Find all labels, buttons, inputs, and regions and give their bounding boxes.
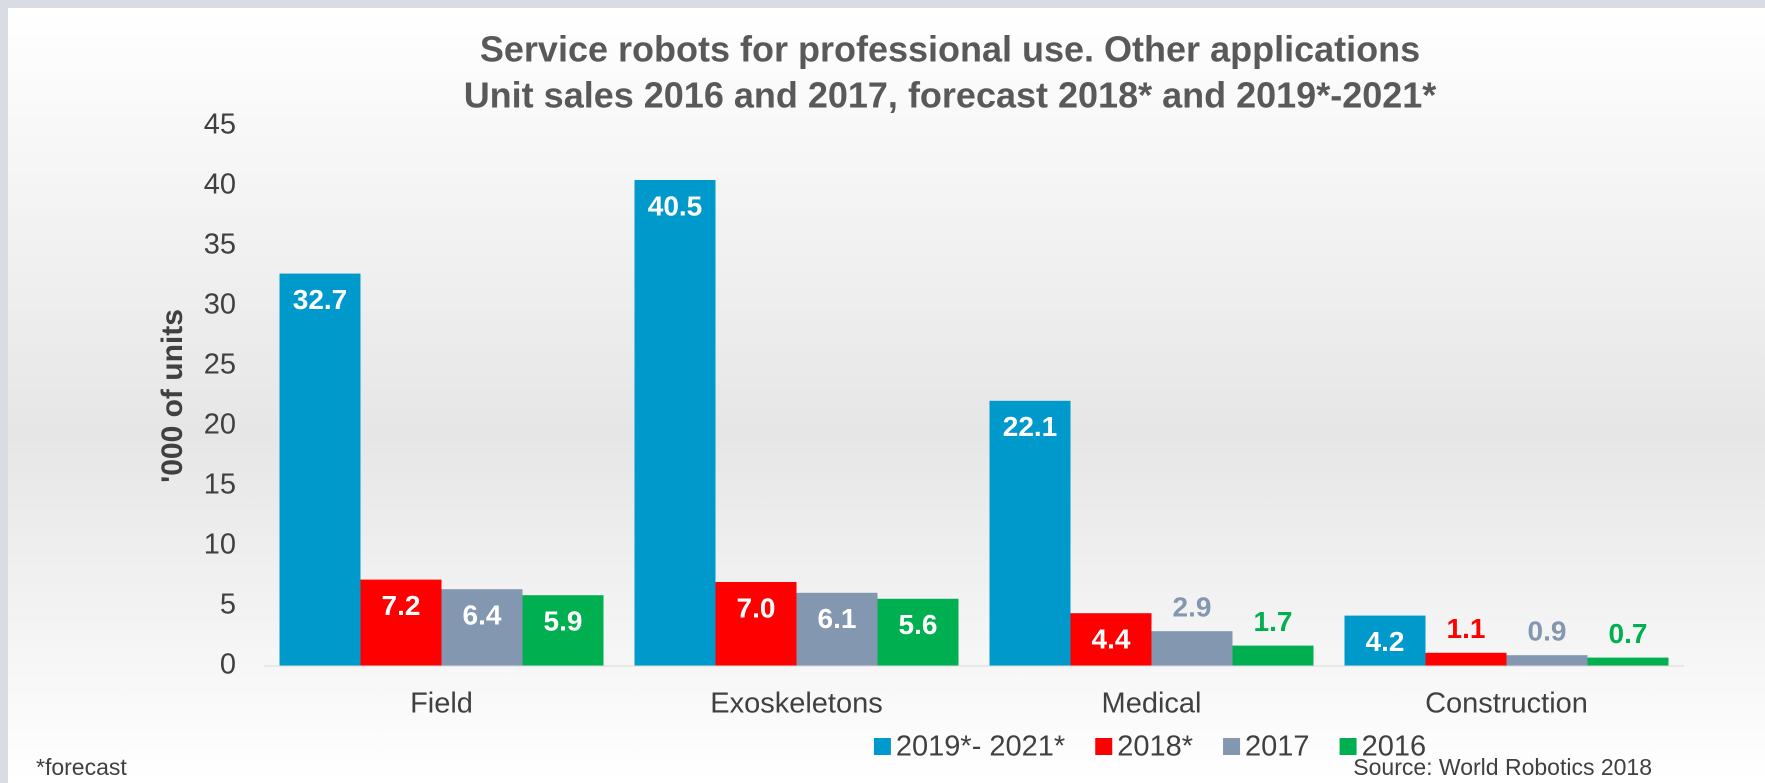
x-tick-label: Field: [410, 688, 473, 720]
value-label: 7.0: [737, 592, 776, 623]
bar: [1587, 657, 1669, 666]
y-tick-label: 35: [204, 229, 236, 261]
value-label: 5.6: [899, 609, 938, 640]
y-axis-label: '000 of units: [156, 309, 189, 483]
footnote: *forecast: [36, 754, 127, 780]
value-label: 4.4: [1092, 624, 1131, 655]
background: [8, 8, 1765, 783]
value-label: 5.9: [544, 606, 583, 637]
y-tick-label: 10: [204, 529, 236, 561]
y-tick-label: 45: [204, 109, 236, 141]
value-label: 32.7: [293, 284, 348, 315]
y-tick-label: 5: [220, 589, 236, 621]
bar: [1344, 615, 1426, 666]
y-tick-label: 20: [204, 409, 236, 441]
legend-swatch: [1223, 738, 1241, 755]
legend-label: 2019*- 2021*: [896, 731, 1065, 763]
bar: [715, 582, 797, 666]
bar: [796, 592, 878, 666]
value-label: 6.1: [818, 603, 857, 634]
value-label: 2.9: [1173, 592, 1212, 623]
bar: [1506, 655, 1588, 666]
bar: [989, 400, 1071, 666]
value-label: 7.2: [382, 590, 421, 621]
bar: [522, 595, 604, 666]
x-tick-label: Exoskeletons: [710, 688, 883, 720]
legend-label: 2016: [1362, 731, 1427, 763]
bar: [1070, 613, 1152, 666]
chart-subtitle: Unit sales 2016 and 2017, forecast 2018*…: [464, 75, 1437, 116]
bar: [1232, 645, 1314, 666]
value-label: 1.7: [1254, 606, 1293, 637]
legend-swatch: [1339, 738, 1357, 755]
value-label: 0.9: [1528, 616, 1567, 647]
x-tick-label: Construction: [1425, 688, 1588, 720]
bar: [279, 273, 361, 666]
bar: [360, 579, 442, 666]
y-tick-label: 25: [204, 349, 236, 381]
value-label: 6.4: [463, 600, 502, 631]
value-label: 4.2: [1366, 626, 1405, 657]
value-label: 40.5: [648, 190, 703, 221]
legend-swatch: [1095, 738, 1113, 755]
y-tick-label: 30: [204, 289, 236, 321]
chart-title: Service robots for professional use. Oth…: [480, 29, 1420, 70]
legend-label: 2018*: [1117, 731, 1193, 763]
value-label: 22.1: [1003, 411, 1058, 442]
bar: [1425, 652, 1507, 666]
source: Source: World Robotics 2018: [1353, 754, 1652, 780]
y-tick-label: 40: [204, 169, 236, 201]
legend-swatch: [873, 738, 891, 755]
value-label: 0.7: [1609, 618, 1648, 649]
bar: [441, 589, 523, 666]
x-tick-label: Medical: [1102, 688, 1202, 720]
y-tick-label: 15: [204, 469, 236, 501]
legend-label: 2017: [1245, 731, 1310, 763]
bar: [1151, 631, 1233, 666]
bar: [634, 180, 716, 666]
y-tick-label: 0: [220, 649, 236, 681]
bar: [877, 598, 959, 666]
value-label: 1.1: [1447, 613, 1486, 644]
